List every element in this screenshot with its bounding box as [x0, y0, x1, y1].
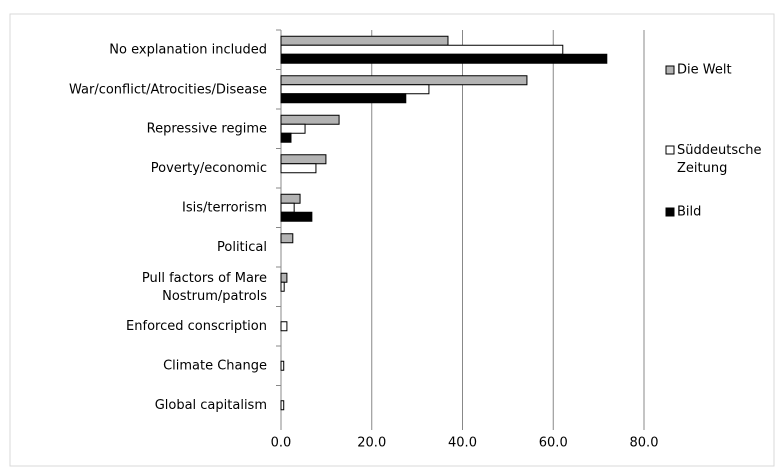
bar: [280, 233, 294, 244]
y-tick-label: No explanation included: [109, 42, 267, 57]
bar: [280, 44, 564, 55]
legend-swatch: [665, 207, 675, 217]
bar: [280, 272, 288, 283]
legend-label: Bild: [677, 205, 701, 220]
x-tick-label: 60.0: [539, 436, 568, 451]
bar: [280, 321, 288, 332]
y-tick-label: Global capitalism: [155, 398, 267, 413]
y-tick-label: Enforced conscription: [126, 319, 267, 334]
bar: [280, 202, 295, 213]
bar: [280, 35, 449, 46]
x-tick-label: 80.0: [630, 436, 659, 451]
y-tick-label: Repressive regime: [147, 121, 267, 136]
x-tick-label: 20.0: [357, 436, 386, 451]
legend-swatch: [665, 145, 675, 155]
bar: [280, 281, 285, 292]
y-tick-label: Political: [217, 240, 267, 255]
y-tick-label: War/conflict/Atrocities/Disease: [69, 82, 267, 97]
bar: [280, 132, 292, 143]
y-tick-label: Poverty/economic: [151, 161, 267, 176]
bar: [280, 163, 317, 174]
bar: [280, 154, 327, 165]
bar: [280, 75, 528, 86]
legend-swatch: [665, 65, 675, 75]
bar: [280, 360, 285, 371]
bar: [280, 123, 306, 134]
y-tick-label: Isis/terrorism: [182, 200, 267, 215]
bar: [280, 93, 407, 104]
bar: [280, 400, 285, 411]
bar: [280, 211, 313, 222]
y-tick-label: Pull factors of Mare Nostrum/patrols: [142, 270, 267, 303]
legend-label: Die Welt: [677, 63, 732, 78]
y-tick-label: Climate Change: [163, 358, 267, 373]
legend-label: Süddeutsche Zeitung: [677, 143, 762, 176]
x-tick-label: 40.0: [448, 436, 477, 451]
bar: [280, 53, 608, 64]
bar: [280, 114, 340, 125]
bar: [280, 84, 430, 95]
bar: [280, 193, 301, 204]
x-tick-label: 0.0: [271, 436, 292, 451]
